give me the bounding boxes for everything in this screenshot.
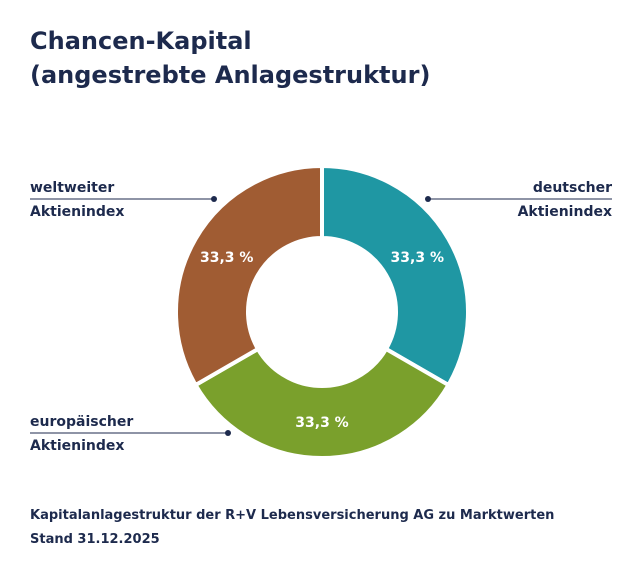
chart-title-line1: Chancen-Kapital [30, 27, 252, 55]
slice-value-label-europaeischer: 33,3 % [295, 415, 348, 431]
slice-value-label-weltweiter: 33,3 % [200, 250, 253, 266]
donut-slice-europaeischer [192, 346, 452, 460]
donut-slice-weltweiter [174, 163, 324, 388]
legend-label-line1: europäischer [30, 414, 134, 430]
slice-value-label-deutscher: 33,3 % [391, 250, 444, 266]
legend-label-line1: deutscher [532, 180, 612, 196]
chart-title-line2: (angestrebte Anlagestruktur) [30, 61, 431, 89]
chart-footnote: Kapitalanlagestruktur der R+V Lebensvers… [30, 504, 554, 552]
legend-label-deutscher-aktienindex: deutscher Aktienindex [518, 176, 612, 224]
footnote-line1: Kapitalanlagestruktur der R+V Lebensvers… [30, 508, 555, 523]
chart-title: Chancen-Kapital (angestrebte Anlagestruk… [30, 24, 430, 92]
donut-slice-deutscher [320, 163, 470, 388]
leader-dot-weltweiter [211, 196, 217, 202]
legend-label-line2: Aktienindex [30, 438, 125, 454]
leader-dot-deutscher [425, 196, 431, 202]
legend-label-line2: Aktienindex [517, 204, 612, 220]
legend-label-line2: Aktienindex [30, 204, 125, 220]
legend-label-weltweiter-aktienindex: weltweiter Aktienindex [30, 176, 124, 224]
legend-label-line1: weltweiter [30, 180, 115, 196]
footnote-line2: Stand 31.12.2025 [30, 532, 160, 547]
leader-dot-europaeischer [225, 430, 231, 436]
legend-label-europaeischer-aktienindex: europäischer Aktienindex [30, 410, 133, 458]
